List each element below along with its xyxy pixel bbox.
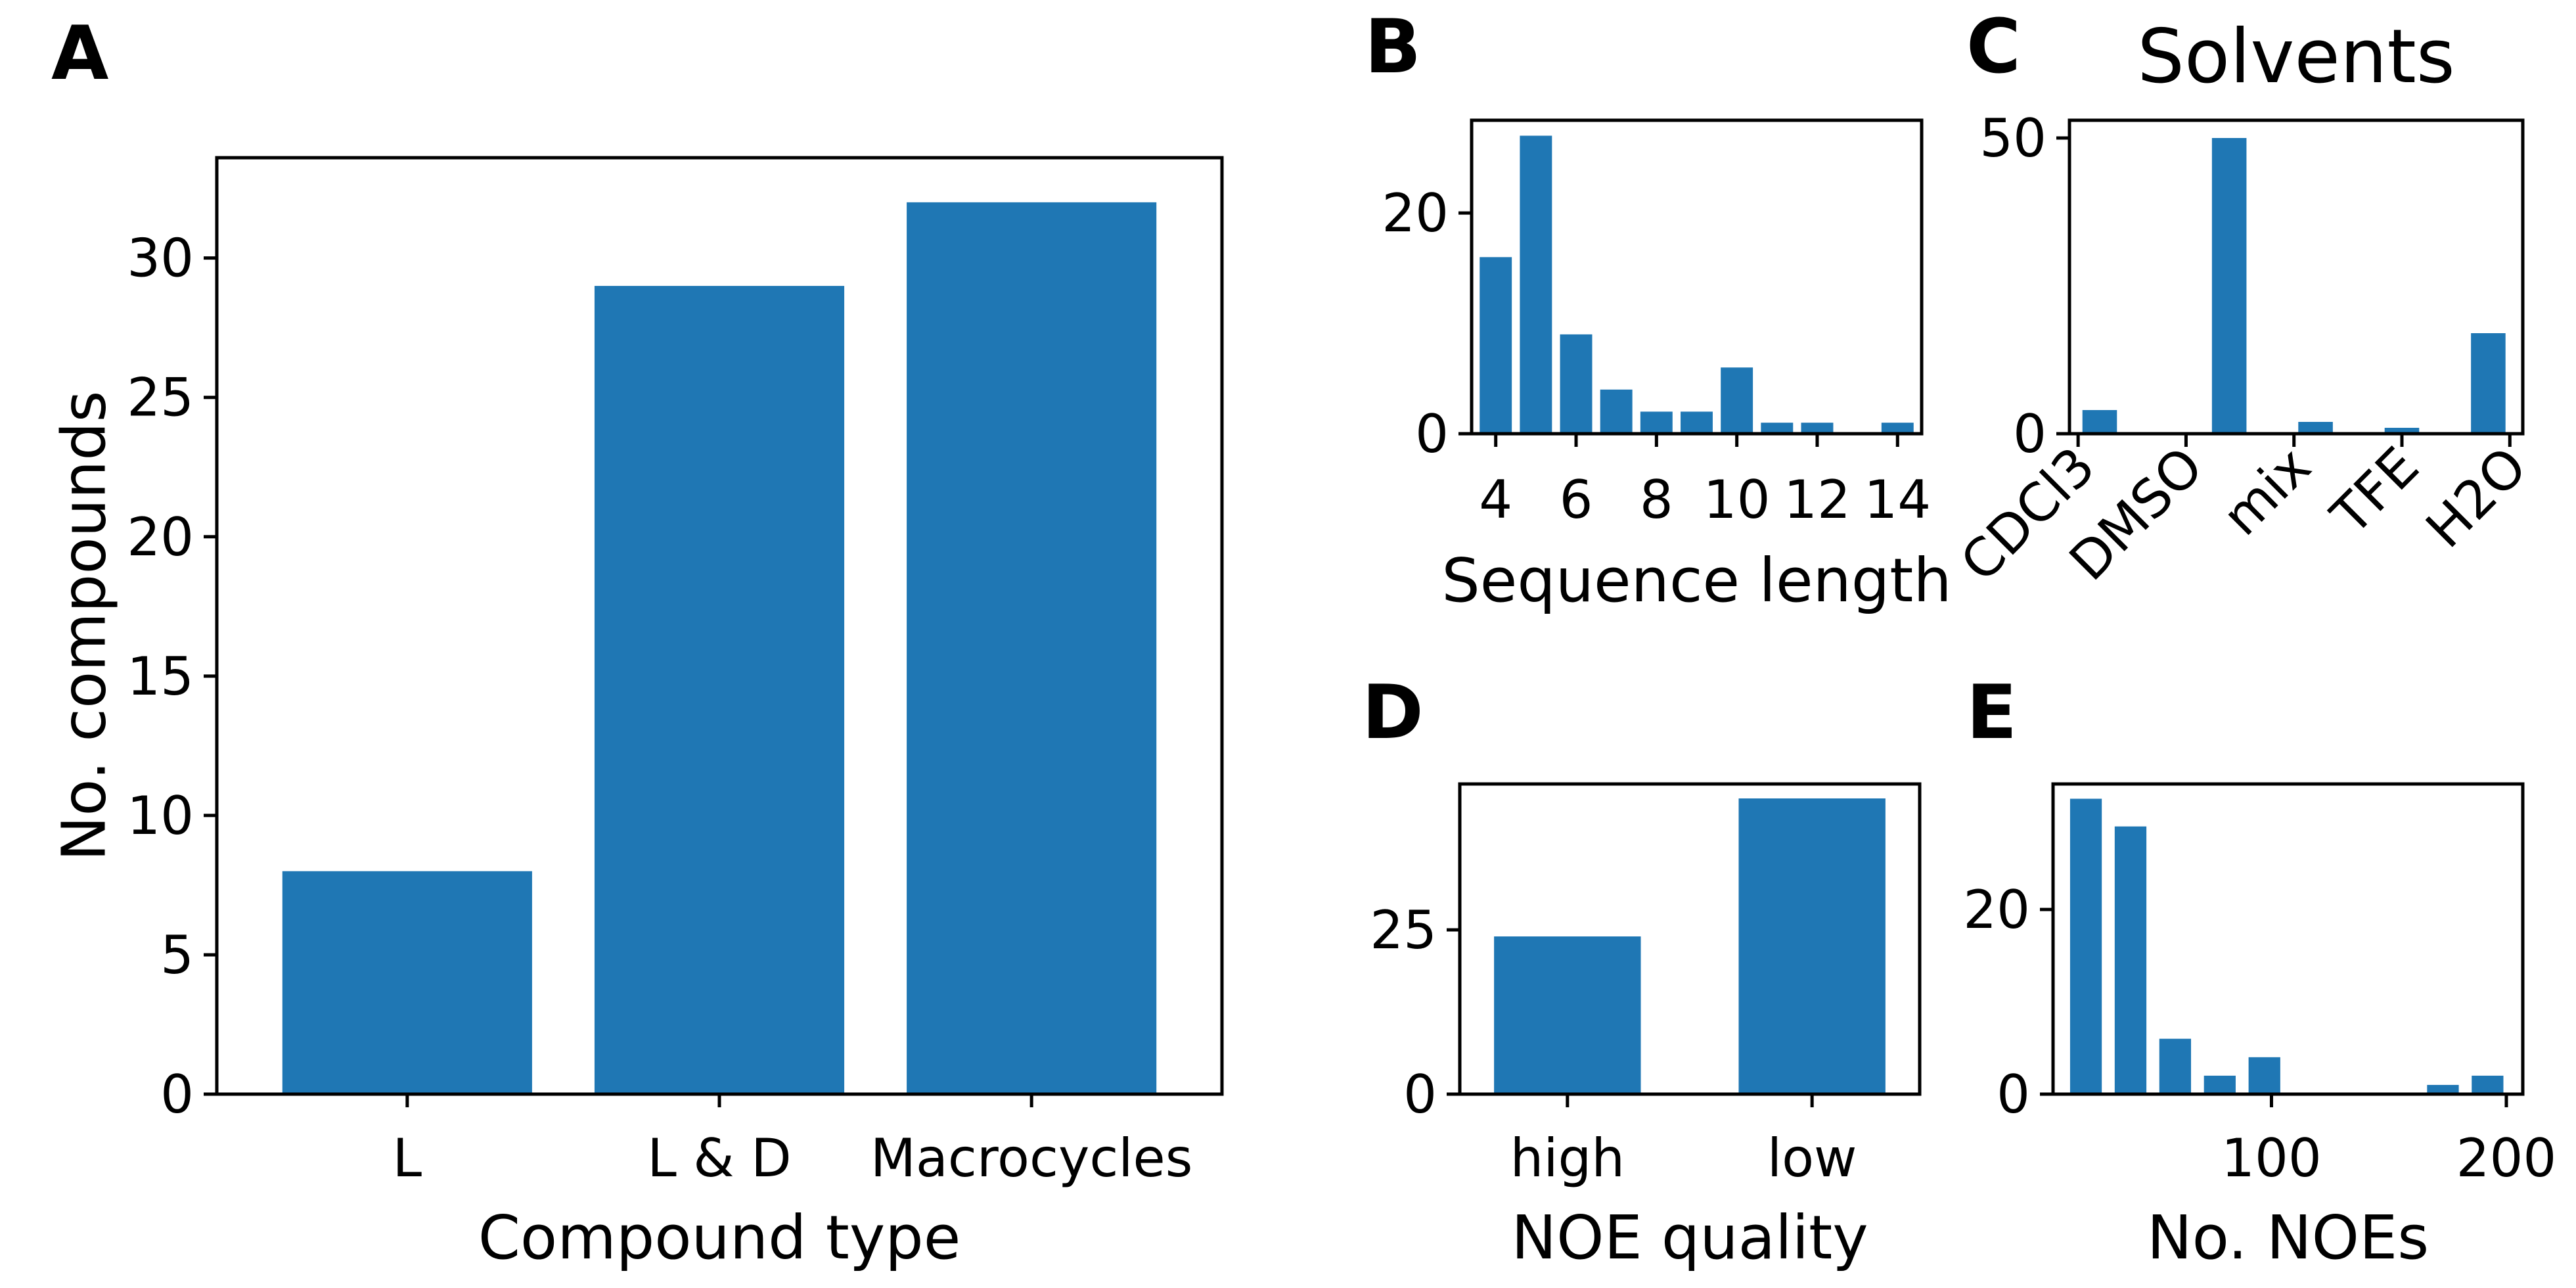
panel-a-bar xyxy=(907,202,1157,1094)
panel-b-bar xyxy=(1520,135,1552,434)
panel-a-ytick-label: 15 xyxy=(127,646,194,707)
panel-a-ylabel: No. compounds xyxy=(49,390,119,861)
panel-b-letter: B xyxy=(1365,3,1421,90)
panel-d-bar xyxy=(1738,798,1886,1094)
panel-b-axes-frame xyxy=(1470,118,1924,436)
panel-b-bar xyxy=(1640,411,1673,434)
panel-b-ytick-label: 20 xyxy=(1382,183,1449,244)
panel-d-axes-frame xyxy=(1458,782,1922,1096)
panel-c-ytick-label: 0 xyxy=(2013,403,2046,465)
panel-c-bar xyxy=(2471,333,2506,434)
panel-d-letter: D xyxy=(1362,669,1424,756)
panel-b-bar xyxy=(1480,257,1512,434)
panel-d-xtick-label: high xyxy=(1510,1128,1625,1189)
panel-a-ytick-label: 0 xyxy=(160,1064,194,1125)
panel-b-bar xyxy=(1761,423,1794,434)
panel-b-xtick-label: 6 xyxy=(1560,469,1593,530)
panel-e-xtick-label: 200 xyxy=(2456,1128,2557,1189)
panel-b-xtick-label: 12 xyxy=(1784,469,1851,530)
panel-c-bar xyxy=(2298,422,2333,434)
panel-b-xtick-label: 4 xyxy=(1479,469,1512,530)
panel-d-ytick-label: 0 xyxy=(1403,1064,1437,1125)
panel-c-bar xyxy=(2082,410,2117,434)
panel-e-axes-frame xyxy=(2051,782,2525,1096)
panel-c-xtick-label: mix xyxy=(2211,436,2322,547)
panel-e-bar xyxy=(2472,1075,2504,1094)
panel-a-letter: A xyxy=(51,10,108,97)
panel-b-xtick-label: 10 xyxy=(1704,469,1771,530)
panel-c-bar xyxy=(2211,138,2247,434)
panel-e-xlabel: No. NOEs xyxy=(2147,1203,2429,1273)
panel-e-ytick-label: 0 xyxy=(1997,1064,2030,1125)
panel-a-ytick-label: 30 xyxy=(127,228,194,289)
panel-c-xtick-label: TFE xyxy=(2319,436,2430,547)
panel-d-xlabel: NOE quality xyxy=(1511,1203,1868,1273)
panel-b-bar xyxy=(1721,367,1753,434)
panel-c-axes-frame xyxy=(2068,118,2525,436)
panel-a-ytick-label: 10 xyxy=(127,785,194,846)
panel-a-xlabel: Compound type xyxy=(478,1203,961,1273)
panel-a-xtick-label: L & D xyxy=(647,1128,791,1189)
panel-c-xtick-label: H2O xyxy=(2414,436,2539,560)
panel-d-ytick-label: 25 xyxy=(1370,900,1437,961)
panel-c-title: Solvents xyxy=(2137,13,2454,100)
panel-b-bar xyxy=(1600,389,1633,434)
panel-b-bar xyxy=(1881,423,1914,434)
panel-e-bar xyxy=(2114,826,2147,1094)
panel-e-bar xyxy=(2203,1075,2236,1094)
panel-b-xtick-label: 14 xyxy=(1864,469,1931,530)
panel-b-xlabel: Sequence length xyxy=(1441,545,1951,616)
panel-c-letter: C xyxy=(1966,3,2021,90)
panel-a-ytick-label: 20 xyxy=(127,507,194,568)
panel-a-bar xyxy=(282,871,532,1094)
panel-c-bar xyxy=(2384,428,2420,434)
panel-b-bar xyxy=(1560,334,1593,434)
panel-e-xtick-label: 100 xyxy=(2221,1128,2322,1189)
panel-b-xtick-label: 8 xyxy=(1640,469,1673,530)
panel-e-bar xyxy=(2248,1057,2280,1094)
panel-a-ytick-label: 25 xyxy=(127,367,194,428)
panel-e-bar xyxy=(2069,798,2102,1094)
panel-c-ytick-label: 50 xyxy=(1979,108,2046,169)
panel-d-bar xyxy=(1494,936,1641,1094)
panel-b-bar xyxy=(1681,411,1713,434)
panel-e-bar xyxy=(2159,1038,2192,1094)
panel-b-ytick-label: 0 xyxy=(1415,403,1449,465)
panel-b-bar xyxy=(1801,423,1834,434)
panel-e-ytick-label: 20 xyxy=(1963,879,2030,940)
panel-a-xtick-label: L xyxy=(393,1128,422,1189)
panel-a-xtick-label: Macrocycles xyxy=(870,1128,1193,1189)
panel-a-bar xyxy=(594,286,845,1094)
panel-d-xtick-label: low xyxy=(1767,1128,1857,1189)
panel-e-letter: E xyxy=(1966,669,2017,756)
panel-a-ytick-label: 5 xyxy=(160,925,194,986)
panel-e-bar xyxy=(2427,1084,2459,1094)
